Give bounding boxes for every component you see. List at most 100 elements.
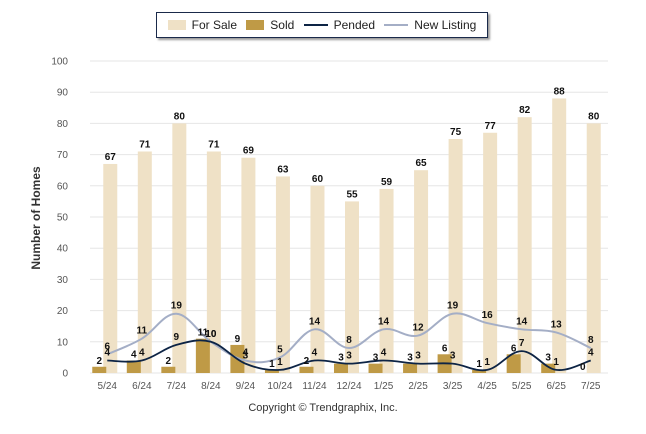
bars bbox=[92, 98, 601, 374]
legend-swatch-sold bbox=[246, 20, 265, 30]
series-line-new-listing bbox=[106, 312, 592, 364]
data-label-for-sale: 77 bbox=[485, 121, 497, 132]
data-label-sold: 2 bbox=[166, 356, 172, 367]
data-label-sold: 3 bbox=[338, 353, 344, 364]
data-label-new-listing: 19 bbox=[447, 301, 459, 312]
legend-item-new-listing: New Listing bbox=[384, 18, 476, 32]
data-label-sold: 6 bbox=[511, 343, 517, 354]
bar-sold bbox=[506, 354, 521, 373]
legend-label-pended: Pended bbox=[333, 18, 375, 32]
y-tick-10: 10 bbox=[57, 337, 69, 348]
legend-line-new-listing bbox=[384, 24, 409, 26]
y-tick-20: 20 bbox=[57, 306, 69, 317]
legend-item-for-sale: For Sale bbox=[167, 18, 237, 32]
data-label-for-sale: 55 bbox=[346, 189, 358, 200]
data-label-pended: 3 bbox=[243, 351, 249, 362]
copyright-text: Copyright © Trendgraphix, Inc. bbox=[248, 402, 398, 414]
bar-for-sale bbox=[310, 185, 325, 373]
data-label-for-sale: 67 bbox=[105, 152, 117, 163]
x-tick-label: 6/24 bbox=[132, 381, 152, 392]
data-label-for-sale: 82 bbox=[519, 105, 531, 116]
data-label-for-sale: 65 bbox=[416, 158, 428, 169]
series-lines bbox=[106, 312, 592, 372]
bar-for-sale bbox=[448, 139, 463, 373]
x-tick-label: 10/24 bbox=[267, 381, 292, 392]
y-tick-60: 60 bbox=[57, 181, 69, 192]
x-tick-label: 9/24 bbox=[236, 381, 256, 392]
bar-for-sale bbox=[172, 123, 187, 374]
bar-for-sale bbox=[103, 163, 118, 373]
bar-for-sale bbox=[517, 117, 532, 373]
data-label-new-listing: 14 bbox=[516, 316, 528, 327]
data-label-sold: 1 bbox=[269, 359, 275, 370]
data-label-sold: 9 bbox=[235, 334, 241, 345]
bar-sold bbox=[334, 363, 348, 373]
data-label-pended: 10 bbox=[205, 329, 217, 340]
data-label-pended: 4 bbox=[139, 348, 145, 359]
bar-sold bbox=[541, 363, 556, 373]
bar-sold bbox=[161, 366, 176, 373]
data-label-pended: 4 bbox=[588, 348, 594, 359]
data-label-new-listing: 4 bbox=[243, 348, 249, 359]
data-label-sold: 3 bbox=[407, 353, 413, 364]
x-tick-label: 8/24 bbox=[201, 381, 221, 392]
data-label-sold: 2 bbox=[304, 356, 310, 367]
data-labels: 6764271114480199271101011694396351160144… bbox=[96, 86, 599, 373]
bar-for-sale bbox=[345, 201, 359, 373]
legend-label-new-listing: New Listing bbox=[414, 18, 477, 32]
x-tick-label: 12/24 bbox=[336, 381, 361, 392]
y-tick-90: 90 bbox=[57, 88, 69, 99]
legend-item-pended: Pended bbox=[303, 18, 375, 32]
bar-for-sale bbox=[241, 157, 256, 373]
data-label-for-sale: 63 bbox=[277, 164, 289, 175]
bar-sold bbox=[368, 363, 383, 373]
data-label-for-sale: 59 bbox=[381, 177, 393, 188]
x-tick-label: 7/24 bbox=[167, 381, 187, 392]
data-label-pended: 1 bbox=[277, 357, 283, 368]
y-tick-80: 80 bbox=[57, 119, 69, 130]
bar-for-sale bbox=[483, 132, 498, 373]
data-label-new-listing: 8 bbox=[346, 335, 352, 346]
data-label-new-listing: 5 bbox=[277, 344, 283, 355]
bar-for-sale bbox=[552, 98, 567, 373]
bar-for-sale bbox=[206, 151, 221, 373]
x-tick-label: 1/25 bbox=[374, 381, 394, 392]
x-tick-label: 5/25 bbox=[512, 381, 532, 392]
bar-for-sale bbox=[586, 123, 601, 374]
data-label-for-sale: 69 bbox=[243, 146, 255, 157]
x-tick-label: 7/25 bbox=[581, 381, 601, 392]
data-label-for-sale: 71 bbox=[208, 139, 220, 150]
bar-sold bbox=[195, 338, 210, 373]
bar-for-sale bbox=[414, 170, 429, 373]
data-label-new-listing: 14 bbox=[309, 316, 321, 327]
bar-sold bbox=[264, 369, 279, 373]
data-label-sold: 2 bbox=[96, 356, 102, 367]
x-tick-label: 11/24 bbox=[302, 381, 327, 392]
data-label-new-listing: 11 bbox=[137, 326, 148, 337]
y-axis-ticks: 0 10 20 30 40 50 60 70 80 90 100 bbox=[51, 57, 68, 380]
data-label-sold: 6 bbox=[442, 343, 448, 354]
bar-for-sale bbox=[137, 151, 152, 373]
data-label-new-listing: 12 bbox=[413, 323, 425, 334]
data-label-sold: 1 bbox=[476, 359, 482, 370]
y-tick-30: 30 bbox=[57, 275, 69, 286]
x-tick-label: 4/25 bbox=[477, 381, 497, 392]
x-tick-label: 2/25 bbox=[408, 381, 428, 392]
data-label-pended: 1 bbox=[553, 357, 559, 368]
legend-swatch-for-sale bbox=[167, 20, 186, 30]
y-tick-100: 100 bbox=[51, 57, 68, 68]
data-label-for-sale: 71 bbox=[139, 139, 151, 150]
data-label-sold: 3 bbox=[373, 353, 379, 364]
y-tick-70: 70 bbox=[57, 150, 69, 161]
data-label-sold: 4 bbox=[131, 350, 137, 361]
data-label-pended: 1 bbox=[484, 357, 490, 368]
x-tick-label: 3/25 bbox=[443, 381, 463, 392]
y-tick-40: 40 bbox=[57, 244, 69, 255]
series-line-pended bbox=[107, 339, 592, 372]
data-label-new-listing: 6 bbox=[104, 341, 110, 352]
legend-item-sold: Sold bbox=[246, 18, 294, 32]
data-label-sold: 0 bbox=[580, 362, 586, 373]
bar-sold bbox=[126, 360, 141, 373]
bar-for-sale bbox=[275, 176, 290, 373]
